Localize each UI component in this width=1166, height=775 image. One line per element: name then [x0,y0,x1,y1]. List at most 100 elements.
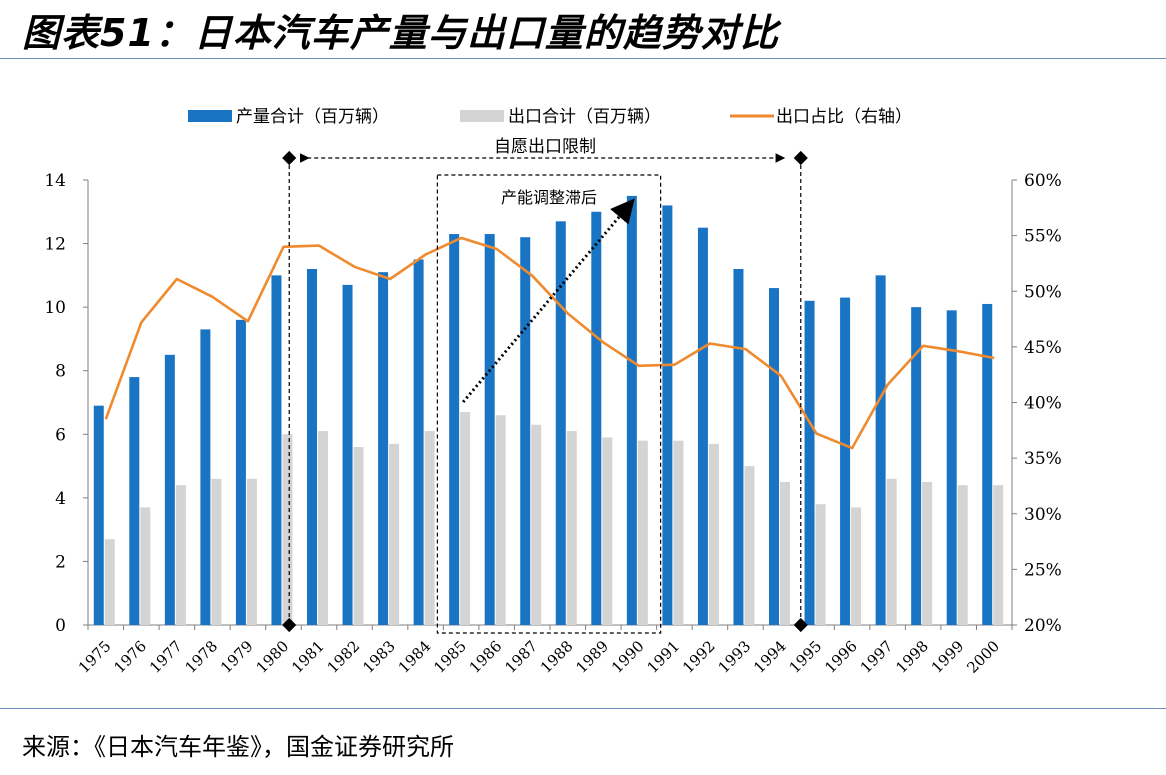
export-bar [673,440,684,625]
y-right-tick-label: 20% [1024,616,1062,636]
export-bar [353,447,364,625]
x-tick-label: 1989 [572,637,612,677]
export-bar [211,478,222,625]
export-bar [389,443,400,625]
x-tick-label: 1987 [501,637,541,677]
x-tick-label: 1996 [821,637,861,677]
export-bar [637,440,648,625]
legend-swatch [460,110,504,122]
x-tick-label: 1975 [75,637,115,677]
lag-trend-arrow [462,198,635,403]
figure-title: 图表51：日本汽车产量与出口量的趋势对比 [22,11,779,55]
x-tick-label: 1991 [643,637,683,677]
export-bar [246,478,257,625]
export-bars [104,412,1004,625]
production-bar [378,272,389,625]
export-bar [993,485,1004,625]
diamond-marker [793,617,808,633]
x-tick-label: 1976 [110,637,150,677]
production-bar [697,227,708,625]
y-right-tick-label: 55% [1024,227,1062,247]
x-tick-label: 1978 [181,637,221,677]
production-bar [449,234,460,626]
footer-divider [0,708,1166,709]
lag-label: 产能调整滞后 [501,188,597,207]
production-bar [982,303,993,625]
x-tick-label: 1992 [679,637,719,677]
export-bar [922,481,933,625]
x-tick-label: 1980 [253,637,293,677]
production-bar [804,300,815,625]
export-bar [815,504,826,625]
chart: 产量合计（百万辆） 出口合计（百万辆） 出口占比（右轴） 0 2 4 6 8 10 12 14 20… [44,107,1061,677]
y-right-tick-label: 30% [1024,505,1062,525]
y-left-tick-label: 0 [55,616,66,636]
x-tick-label: 1977 [146,637,186,677]
production-bar [520,237,531,625]
production-bar [413,259,424,625]
production-bar [200,329,211,625]
x-tick-label: 1981 [288,637,328,677]
production-bar [733,269,744,625]
restriction-label: 自愿出口限制 [494,137,596,157]
y-right-tick-label: 50% [1024,282,1062,302]
x-tick-label: 1999 [928,637,968,677]
production-bar [484,234,495,626]
production-bar [662,205,673,625]
x-tick-label: 1998 [892,637,932,677]
export-bar [282,434,293,625]
legend-label: 出口合计（百万辆） [508,107,661,127]
x-tick-label: 1982 [324,637,364,677]
production-bar [93,405,104,625]
y-left-tick-label: 8 [55,362,66,382]
production-bar [555,221,566,626]
title-divider [0,58,1166,59]
export-bar [531,424,542,625]
legend-swatch [188,110,232,122]
y-left-tick-label: 12 [44,235,66,255]
y-right-tick-label: 60% [1024,171,1062,191]
y-left-tick-label: 6 [55,425,66,445]
export-bar [424,431,435,625]
x-tick-labels: 1975197619771978197919801981198219831984… [75,637,1003,677]
production-bar [271,275,282,625]
diamond-marker [282,150,297,166]
export-bar [744,466,755,625]
export-bar [780,481,790,625]
export-bar [708,443,719,625]
production-bar [235,319,246,625]
x-tick-label: 1984 [395,637,435,677]
x-tick-label: 1985 [430,637,470,677]
axes: 0 2 4 6 8 10 12 14 20% 25% 30% 35% 40% 45% 50% 55% 60% [44,171,1061,636]
export-bar [318,431,328,625]
y-right-tick-label: 25% [1024,560,1062,580]
export-bar [851,507,862,625]
x-tick-label: 1988 [537,637,577,677]
y-right-tick-label: 35% [1024,449,1062,469]
y-right-tick-label: 45% [1024,338,1062,358]
export-bar [886,478,897,625]
export-bar [460,412,471,625]
export-bar [602,437,613,625]
export-bar [175,485,186,625]
export-bar [140,507,151,625]
export-bar [566,431,577,625]
production-bar [164,354,175,625]
lag-period-box [436,174,662,634]
production-bars [93,195,993,626]
production-bar [307,269,317,625]
legend-label: 产量合计（百万辆） [236,107,389,127]
export-bar [495,415,506,625]
diamond-marker [282,617,297,633]
production-bar [946,310,957,625]
export-bar [957,485,968,625]
legend-label: 出口占比（右轴） [776,107,912,127]
y-right-tick-label: 40% [1024,394,1062,414]
production-bar [840,297,851,625]
x-tick-label: 2000 [963,637,1003,677]
x-tick-label: 1979 [217,637,257,677]
x-tick-label: 1986 [466,637,506,677]
production-bar [911,307,922,625]
y-left-tick-label: 14 [44,171,66,191]
legend: 产量合计（百万辆） 出口合计（百万辆） 出口占比（右轴） [188,107,912,127]
